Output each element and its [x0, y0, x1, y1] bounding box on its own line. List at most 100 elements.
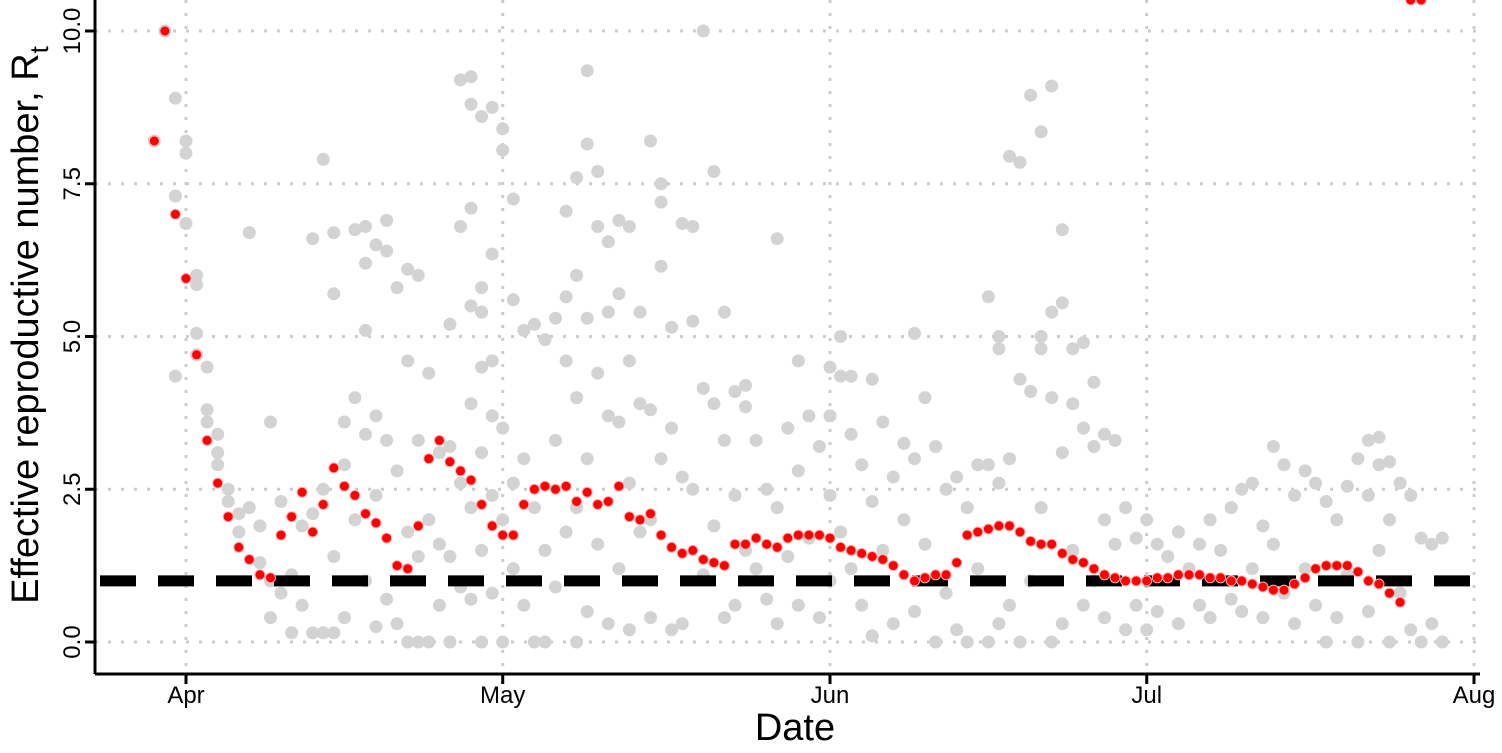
regional-point-281 [1087, 375, 1101, 389]
national-point-33 [497, 529, 509, 541]
regional-point-127 [549, 311, 562, 325]
regional-point-221 [855, 458, 869, 472]
y-axis-title: Effective reproductive number, Rt [5, 45, 54, 604]
y-tick-label-3: 7.5 [59, 167, 86, 200]
regional-point-212 [823, 409, 837, 423]
regional-point-52 [359, 256, 372, 270]
regional-points [147, 24, 1449, 649]
regional-point-136 [570, 391, 584, 405]
national-point-30 [465, 474, 477, 486]
regional-point-181 [696, 381, 710, 395]
national-point-64 [824, 532, 836, 544]
national-point-62 [803, 529, 815, 541]
regional-point-345 [1414, 531, 1428, 545]
regional-point-72 [411, 433, 425, 447]
national-point-50 [676, 547, 688, 559]
regional-point-257 [1013, 155, 1027, 169]
regional-point-156 [622, 220, 636, 233]
regional-point-158 [622, 476, 636, 490]
regional-point-117 [506, 562, 520, 576]
national-point-18 [338, 480, 350, 492]
regional-point-169 [654, 259, 668, 273]
regional-point-295 [1150, 537, 1164, 551]
regional-point-226 [876, 415, 890, 429]
regional-point-202 [781, 421, 795, 435]
national-point-107 [1278, 584, 1290, 596]
grid-lines [95, 0, 1480, 674]
regional-point-41 [327, 226, 341, 240]
regional-point-149 [601, 305, 615, 319]
regional-point-82 [443, 440, 457, 453]
regional-point-175 [675, 470, 689, 484]
national-point-73 [919, 572, 931, 584]
national-point-16 [317, 499, 329, 510]
national-point-19 [349, 489, 361, 501]
regional-point-31 [285, 626, 299, 640]
national-point-119 [1405, 0, 1417, 6]
regional-point-178 [686, 314, 700, 328]
regional-point-95 [464, 592, 478, 606]
regional-point-200 [770, 501, 784, 515]
national-point-43 [602, 496, 614, 507]
regional-point-328 [1340, 479, 1354, 493]
regional-point-327 [1330, 611, 1344, 625]
national-point-24 [402, 563, 414, 575]
regional-point-187 [717, 433, 731, 447]
regional-point-113 [496, 635, 510, 649]
regional-point-326 [1330, 513, 1344, 527]
national-point-71 [898, 569, 910, 581]
national-point-114 [1352, 566, 1364, 578]
regional-point-277 [1066, 543, 1080, 557]
regional-point-5 [179, 146, 193, 160]
national-point-29 [455, 465, 466, 477]
regional-point-6 [179, 134, 193, 148]
regional-point-215 [834, 330, 848, 343]
regional-point-204 [791, 354, 805, 368]
regional-point-342 [1393, 586, 1407, 600]
y-ticks: 0.0 2.5 5.0 7.5 10.0 [59, 8, 95, 659]
regional-point-70 [401, 635, 415, 649]
regional-point-344 [1404, 623, 1418, 637]
regional-point-335 [1372, 430, 1386, 444]
regional-point-179 [686, 482, 700, 496]
regional-point-120 [517, 598, 531, 612]
regional-point-96 [475, 110, 489, 123]
regional-point-18 [221, 482, 235, 496]
regional-point-15 [211, 427, 225, 441]
regional-point-289 [1119, 501, 1133, 515]
national-point-36 [528, 483, 540, 495]
regional-point-207 [802, 409, 816, 423]
national-point-78 [972, 526, 984, 538]
regional-point-39 [316, 482, 330, 496]
regional-point-126 [538, 635, 552, 649]
regional-point-100 [475, 446, 489, 460]
regional-point-20 [232, 507, 246, 521]
x-tick-label-3: Jul [1131, 682, 1162, 709]
national-point-115 [1362, 575, 1374, 587]
national-point-3 [180, 273, 192, 284]
regional-point-118 [517, 323, 531, 337]
regional-point-324 [1319, 495, 1333, 508]
regional-point-260 [1024, 88, 1038, 102]
regional-point-58 [369, 488, 383, 502]
national-point-59 [771, 541, 783, 553]
national-point-66 [845, 544, 857, 556]
national-point-28 [444, 456, 456, 468]
regional-point-307 [1224, 592, 1238, 606]
national-point-39 [560, 480, 572, 492]
regional-point-325 [1319, 635, 1333, 649]
regional-point-205 [791, 464, 805, 478]
regional-point-287 [1108, 433, 1122, 447]
regional-point-122 [527, 501, 541, 515]
regional-point-243 [960, 501, 974, 515]
regional-point-98 [475, 305, 489, 319]
national-point-94 [1141, 575, 1153, 587]
regional-point-13 [200, 403, 214, 417]
national-point-97 [1172, 569, 1184, 581]
national-point-7 [222, 511, 234, 523]
national-point-47 [645, 508, 656, 520]
national-point-58 [761, 538, 773, 550]
regional-point-294 [1140, 623, 1154, 637]
national-point-56 [740, 538, 751, 550]
national-point-45 [623, 511, 635, 523]
